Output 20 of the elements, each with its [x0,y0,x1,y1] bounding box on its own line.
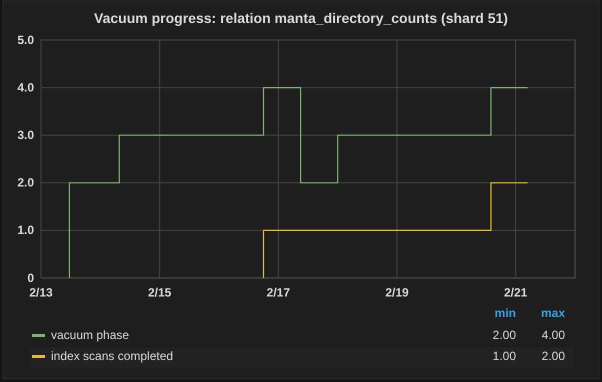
y-tick-label: 3.0 [17,128,34,142]
chart-title: Vacuum progress: relation manta_directory_counts (shard 51) [94,10,508,26]
x-tick-label: 2/15 [148,286,172,300]
x-tick-label: 2/13 [29,286,53,300]
text: 2.00 [492,328,516,342]
x-tick-label: 2/21 [504,286,528,300]
text: 2.00 [542,349,566,363]
legend-label: vacuum phase [51,328,130,342]
y-tick-label: 5.0 [17,32,34,47]
x-tick-label: 2/17 [266,286,290,300]
y-tick-label: 2.0 [17,176,34,190]
text: 4.00 [542,328,566,342]
legend-label: index scans completed [51,349,174,363]
y-tick-label: 0 [27,270,34,285]
y-tick-label: 4.0 [17,80,34,94]
x-tick-label: 2/19 [385,286,409,300]
text: min [494,306,516,320]
text: max [540,306,566,320]
y-tick-label: 1.0 [17,223,34,238]
text: 1.00 [492,349,516,363]
